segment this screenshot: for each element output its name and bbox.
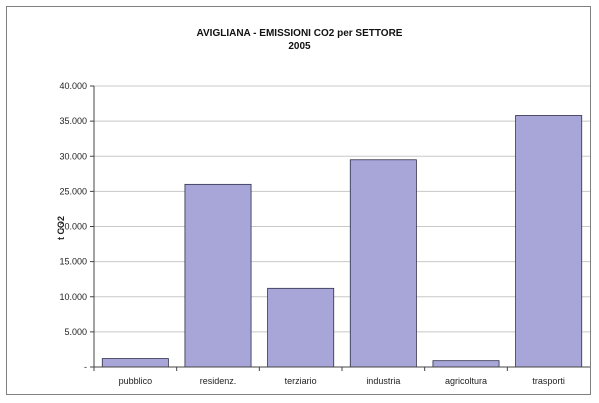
y-axis-label: t CO2 (56, 216, 66, 240)
x-tick-label: agricoltura (445, 376, 487, 386)
y-tick-label: 5.000 (64, 327, 87, 337)
bar (267, 287, 335, 368)
x-tick-label: trasporti (532, 376, 565, 386)
bar (184, 183, 252, 368)
chart-title: AVIGLIANA - EMISSIONI CO2 per SETTORE (196, 28, 403, 39)
y-tick-label: 40.000 (59, 81, 87, 91)
y-tick-label: 15.000 (59, 257, 87, 267)
x-tick-label: residenz. (200, 376, 237, 386)
x-tick-label: industria (366, 376, 400, 386)
bar (101, 358, 169, 368)
bar (515, 115, 583, 368)
x-tick-label: terziario (285, 376, 317, 386)
bar (349, 159, 417, 368)
y-tick-label: 25.000 (59, 186, 87, 196)
y-tick-label: 10.000 (59, 292, 87, 302)
y-tick-label: 30.000 (59, 151, 87, 161)
y-tick-label: 20.000 (59, 222, 87, 232)
chart-subtitle: 2005 (288, 41, 311, 52)
y-tick-label: 35.000 (59, 116, 87, 126)
y-tick-label: - (84, 362, 87, 372)
x-tick-label: pubblico (119, 376, 153, 386)
bar (432, 360, 500, 368)
